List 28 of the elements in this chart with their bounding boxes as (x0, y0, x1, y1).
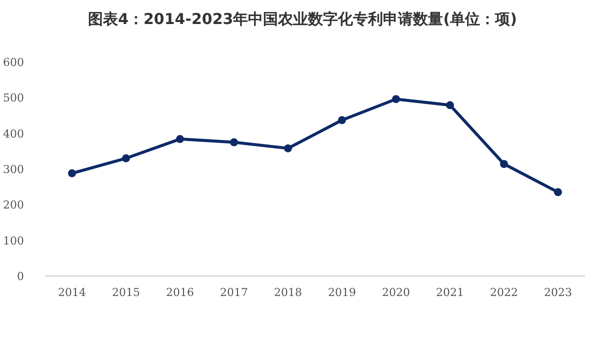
point (68, 169, 76, 178)
y-tick-label: 300 (3, 163, 24, 176)
point (554, 188, 562, 196)
x-tick-label: 2019 (328, 286, 356, 299)
point (122, 154, 130, 162)
x-tick-label: 2023 (544, 286, 572, 299)
x-tick-label: 2022 (490, 286, 518, 299)
point (392, 95, 400, 104)
point (500, 160, 508, 168)
y-tick-label: 100 (3, 234, 24, 248)
x-tick-label: 2016 (166, 286, 194, 299)
x-tick-label: 2014 (58, 286, 86, 299)
chart-title: 图表4：2014-2023年中国农业数字化专利申请数量(单位：项) (88, 10, 517, 28)
x-tick-label: 2015 (112, 286, 140, 299)
y-tick-label: 0 (17, 270, 24, 283)
y-tick-label: 500 (3, 92, 24, 105)
point (446, 101, 454, 110)
x-tick-label: 2021 (436, 286, 464, 299)
point (176, 135, 184, 144)
point (338, 116, 346, 124)
x-tick-label: 2020 (382, 286, 410, 299)
point (284, 144, 292, 152)
point (230, 138, 238, 146)
x-tick-label: 2018 (274, 286, 302, 299)
y-tick-label: 400 (3, 127, 24, 140)
y-tick-label: 200 (3, 198, 24, 212)
x-tick-label: 2017 (220, 286, 248, 299)
y-tick-label: 600 (3, 56, 24, 69)
